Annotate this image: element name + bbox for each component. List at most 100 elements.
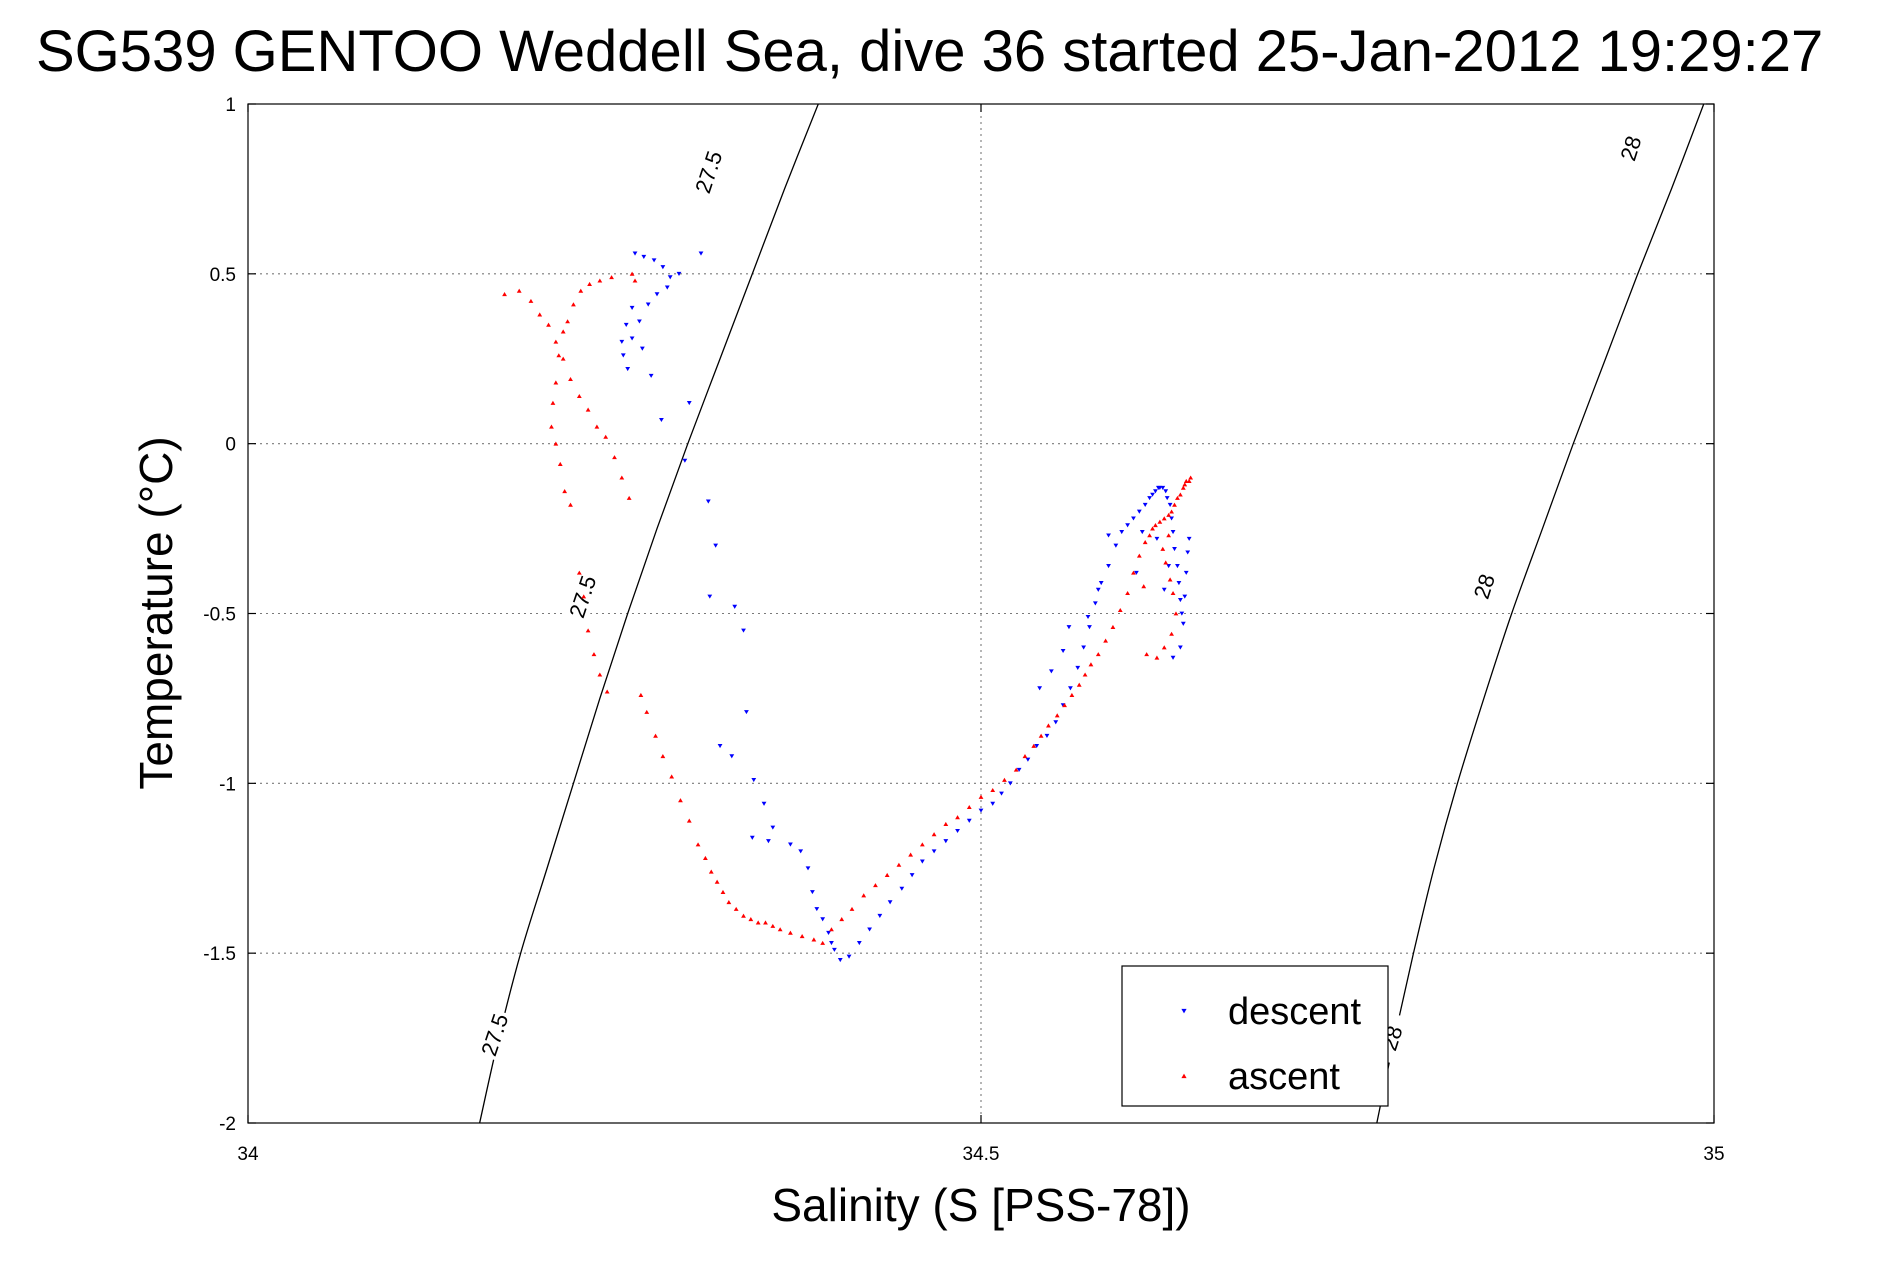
descent-point	[798, 849, 804, 854]
descent-point	[1133, 570, 1139, 575]
descent-point	[1125, 523, 1130, 528]
descent-point	[1095, 587, 1101, 592]
descent-point	[1186, 536, 1192, 541]
ascent-point	[1117, 607, 1123, 613]
ascent-point	[1166, 512, 1172, 517]
ascent-point	[576, 570, 582, 575]
ascent-point	[978, 794, 984, 799]
ascent-point	[720, 889, 726, 894]
descent-point	[1016, 767, 1022, 772]
ascent-point	[1169, 509, 1174, 514]
descent-point	[744, 710, 749, 715]
isopycnal-label: 27.5	[690, 148, 727, 197]
descent-point	[1167, 502, 1173, 507]
x-tick-label: 34.5	[963, 1144, 1000, 1165]
descent-point	[1147, 496, 1152, 501]
descent-point	[978, 808, 984, 813]
ascent-point	[568, 502, 573, 507]
ascent-point	[1031, 743, 1037, 748]
ascent-point	[1153, 523, 1158, 528]
descent-point	[909, 873, 915, 878]
descent-point	[1153, 489, 1158, 494]
descent-point	[660, 265, 666, 270]
ascent-point	[1169, 631, 1174, 636]
ascent-point	[603, 434, 609, 439]
ascent-point	[1163, 560, 1169, 565]
descent-point	[1177, 645, 1183, 650]
ascent-point	[1076, 682, 1082, 687]
ascent-point	[1182, 482, 1188, 487]
descent-point	[676, 271, 682, 276]
descent-point	[1106, 533, 1111, 538]
ascent-point	[626, 495, 632, 500]
ascent-point	[1125, 590, 1130, 596]
ascent-point	[604, 689, 610, 694]
x-axis-title: Salinity (S [PSS-78])	[771, 1179, 1190, 1231]
ascent-point	[884, 872, 890, 877]
ascent-point	[653, 733, 658, 738]
descent-point	[810, 890, 815, 895]
ascent-point	[748, 917, 754, 922]
ascent-point	[594, 424, 600, 429]
descent-point	[749, 835, 755, 840]
descent-point	[686, 400, 692, 406]
ascent-point	[609, 275, 614, 280]
ascent-point	[550, 400, 556, 405]
y-tick-label: -2	[219, 1114, 236, 1135]
descent-point	[659, 417, 664, 423]
descent-point	[1119, 530, 1125, 535]
y-axis-title: Temperature (°C)	[130, 436, 182, 789]
ascent-point	[686, 818, 692, 823]
ascent-point	[733, 906, 739, 911]
descent-point	[867, 927, 872, 932]
descent-point	[641, 254, 647, 260]
ascent-point	[1141, 584, 1147, 589]
ascent-point	[585, 407, 591, 412]
descent-point	[1106, 564, 1111, 569]
descent-point	[1182, 594, 1188, 599]
descent-point	[1169, 516, 1174, 521]
ascent-point	[669, 774, 675, 779]
descent-point	[629, 336, 635, 341]
descent-point	[1007, 781, 1013, 786]
descent-point	[877, 913, 883, 918]
ascent-point	[553, 441, 559, 446]
descent-point	[826, 930, 831, 935]
ascent-point	[1095, 652, 1101, 657]
ascent-point	[741, 913, 746, 918]
ascent-point	[565, 319, 570, 324]
descent-point	[1179, 611, 1185, 616]
descent-point	[632, 251, 638, 256]
ascent-point	[943, 821, 949, 827]
ascent-point	[571, 302, 576, 307]
descent-point	[1163, 489, 1169, 494]
descent-point	[1164, 496, 1170, 501]
ascent-point	[1103, 638, 1109, 643]
legend-box	[1121, 965, 1389, 1107]
isopycnal-label-gap	[688, 145, 729, 199]
ascent-point	[1046, 723, 1051, 728]
x-tick-label: 35	[1703, 1144, 1724, 1165]
isopycnal-line	[1376, 104, 1705, 1123]
descent-point	[1068, 686, 1073, 691]
ascent-point	[1173, 611, 1179, 616]
descent-point	[1025, 757, 1031, 762]
ascent-point	[556, 353, 562, 358]
ascent-point	[1136, 553, 1142, 558]
descent-point	[1048, 669, 1054, 674]
descent-point	[732, 604, 738, 609]
ascent-point	[799, 934, 805, 939]
descent-point	[1166, 564, 1172, 569]
ascent-point	[908, 852, 914, 857]
ascent-point	[763, 920, 768, 925]
ascent-point	[619, 475, 625, 480]
ascent-point	[820, 940, 826, 945]
ascent-point	[587, 281, 592, 286]
ascent-point	[955, 815, 960, 820]
ascent-point	[1160, 546, 1166, 551]
ascent-point	[591, 652, 597, 657]
descent-point	[625, 367, 631, 372]
y-tick-label: -0.5	[203, 605, 236, 626]
isopycnal-contours	[478, 104, 1705, 1123]
